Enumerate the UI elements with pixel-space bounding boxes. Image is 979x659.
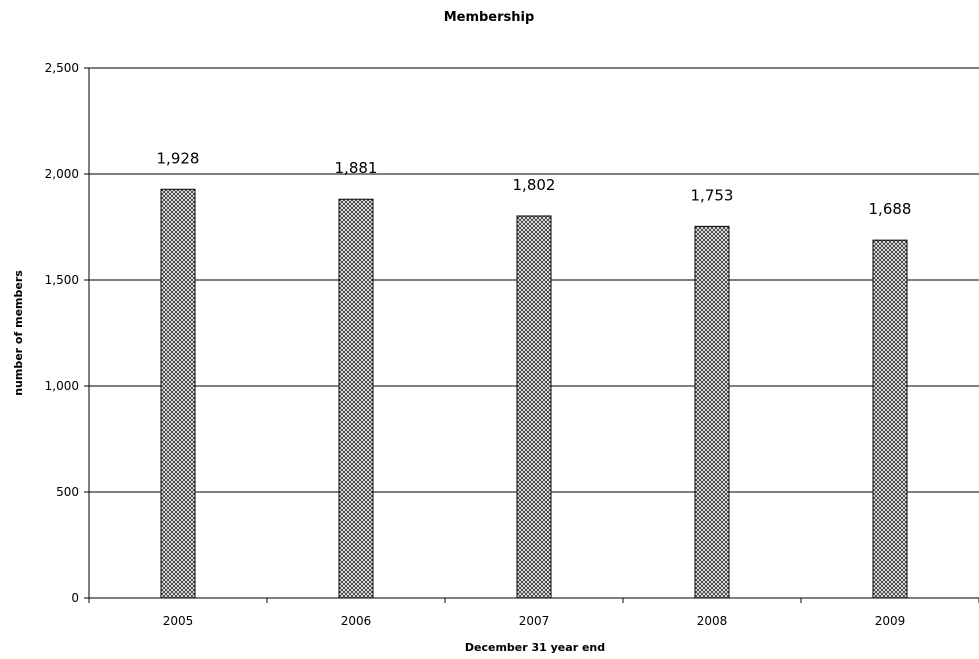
y-tick-label: 1,500 bbox=[45, 273, 79, 287]
y-tick-label: 500 bbox=[56, 485, 79, 499]
y-tick-label: 2,000 bbox=[45, 167, 79, 181]
data-labels: 1,928 1,881 1,802 1,753 1,688 bbox=[157, 149, 912, 218]
axes: 0 500 1,000 1,500 2,000 2,500 2005 2006 2007 2008… bbox=[45, 61, 979, 628]
y-tick-label: 0 bbox=[71, 591, 79, 605]
x-tick-label: 2005 bbox=[163, 614, 194, 628]
bar bbox=[872, 239, 908, 599]
bar-value-label: 1,881 bbox=[335, 159, 378, 177]
x-tick-label: 2007 bbox=[519, 614, 550, 628]
y-tick-label: 1,000 bbox=[45, 379, 79, 393]
chart-title: Membership bbox=[444, 10, 535, 25]
bar bbox=[338, 198, 374, 599]
bar bbox=[694, 225, 730, 599]
bar-value-label: 1,688 bbox=[869, 200, 912, 218]
y-axis-label: number of members bbox=[12, 270, 25, 396]
x-tick-label: 2008 bbox=[697, 614, 728, 628]
bar-value-label: 1,928 bbox=[157, 149, 200, 167]
x-tick-label: 2009 bbox=[875, 614, 906, 628]
y-tick-label: 2,500 bbox=[45, 61, 79, 75]
bar bbox=[516, 215, 552, 599]
bar-value-label: 1,802 bbox=[513, 176, 556, 194]
bar-value-label: 1,753 bbox=[691, 186, 734, 204]
bar bbox=[160, 188, 196, 599]
x-axis-label: December 31 year end bbox=[465, 641, 605, 654]
bars bbox=[160, 188, 908, 599]
x-tick-label: 2006 bbox=[341, 614, 372, 628]
